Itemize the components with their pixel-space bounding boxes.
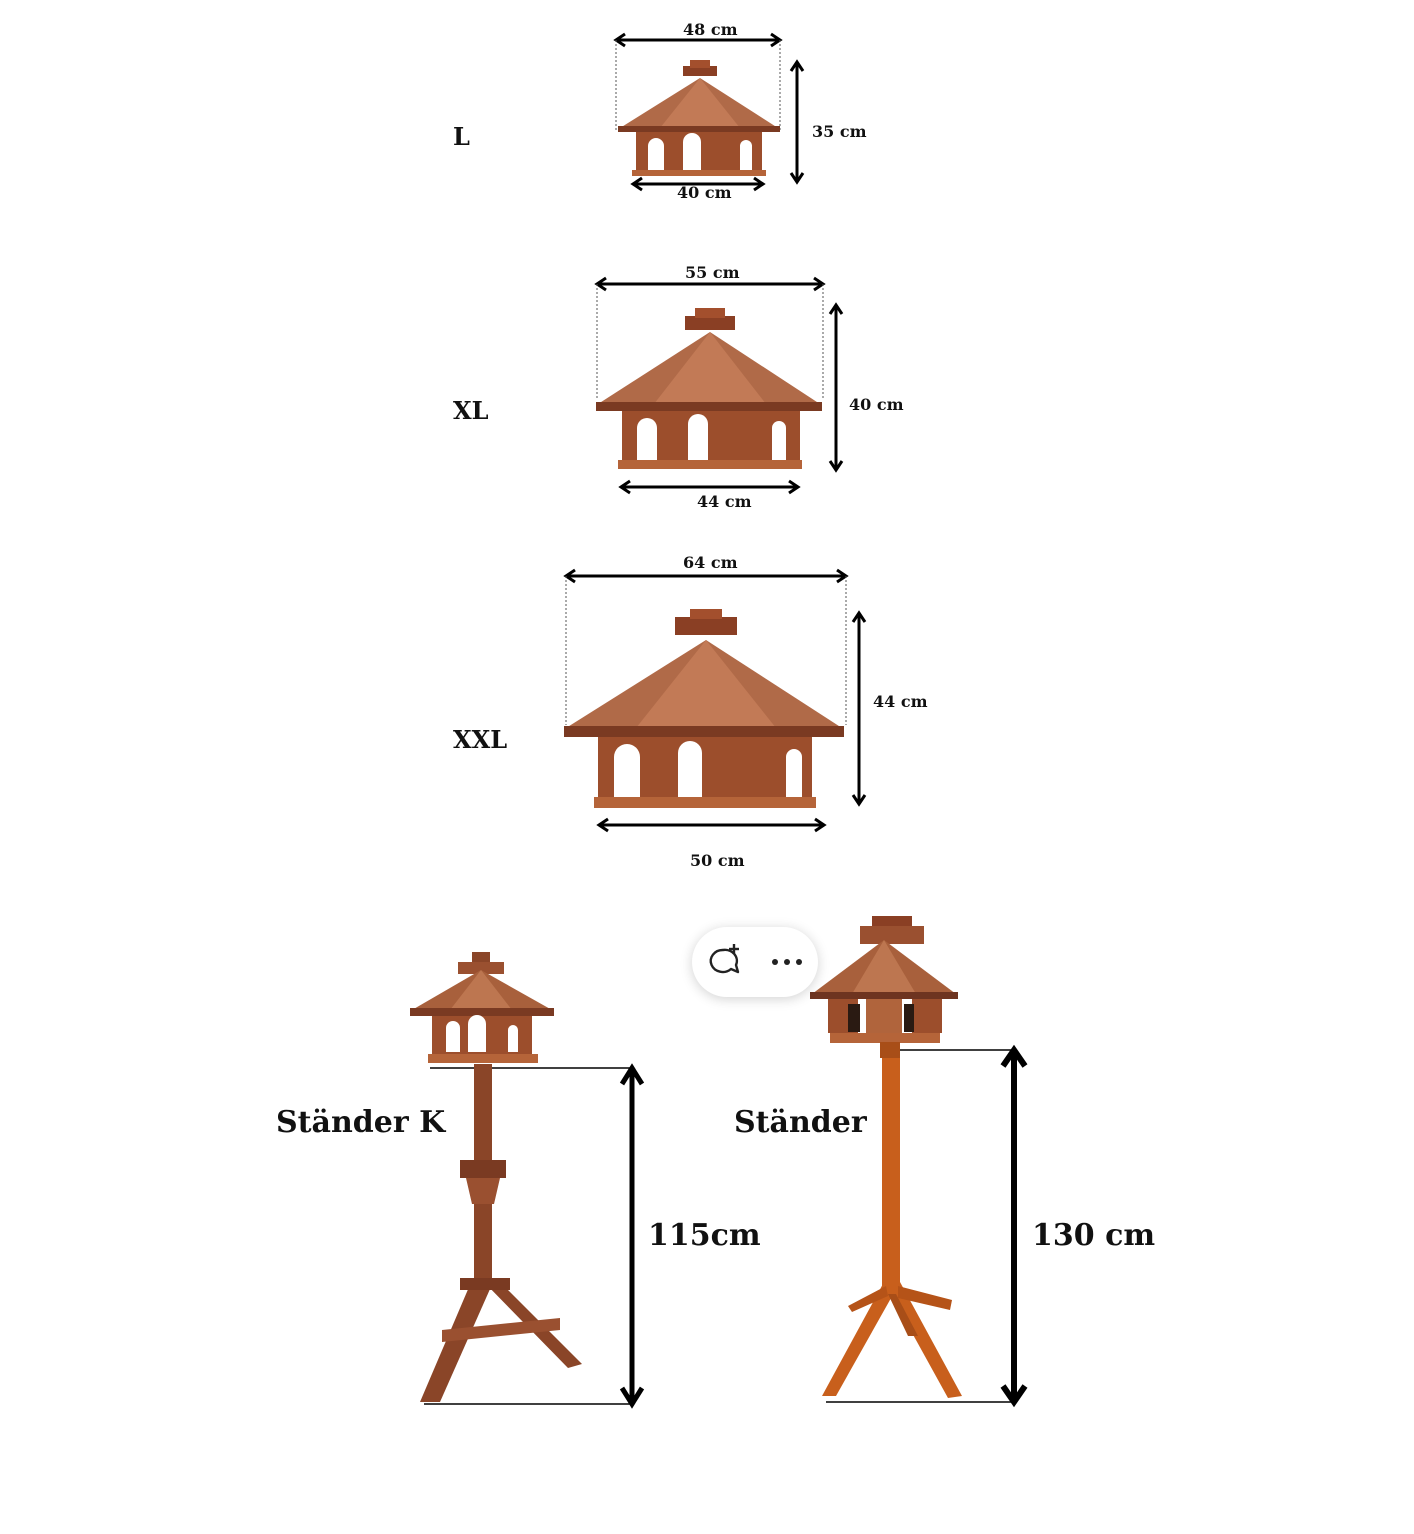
more-options-button[interactable] bbox=[765, 940, 809, 984]
size-label-l: L bbox=[453, 122, 470, 151]
top-width-l: 48 cm bbox=[683, 20, 738, 39]
size-label-xxl: XXL bbox=[453, 725, 508, 754]
stand-height: 130 cm bbox=[1032, 1218, 1156, 1253]
top-width-xl: 55 cm bbox=[685, 263, 740, 282]
stand-post bbox=[822, 1042, 962, 1398]
height-l: 35 cm bbox=[812, 122, 867, 141]
height-xxl: 44 cm bbox=[873, 692, 928, 711]
feeder-xxl-house bbox=[564, 609, 844, 808]
stand-name: Ständer bbox=[734, 1105, 867, 1140]
bottom-width-xxl: 50 cm bbox=[690, 851, 745, 870]
more-dots-icon bbox=[771, 959, 802, 965]
height-xl: 40 cm bbox=[849, 395, 904, 414]
bottom-width-l: 40 cm bbox=[677, 183, 732, 202]
stand-k-post bbox=[420, 1064, 582, 1402]
size-label-xl: XL bbox=[453, 396, 489, 425]
floating-toolbar bbox=[692, 927, 818, 997]
stand-k-name: Ständer K bbox=[276, 1105, 446, 1140]
comment-add-icon bbox=[709, 944, 739, 974]
top-width-xxl: 64 cm bbox=[683, 553, 738, 572]
bottom-width-xl: 44 cm bbox=[697, 492, 752, 511]
stand-k-house bbox=[410, 952, 554, 1063]
feeder-xl-house bbox=[596, 308, 822, 469]
stand-house bbox=[810, 916, 958, 1043]
feeder-l-house bbox=[618, 60, 780, 176]
add-comment-button[interactable] bbox=[702, 940, 746, 984]
stand-k-height: 115cm bbox=[648, 1218, 761, 1253]
